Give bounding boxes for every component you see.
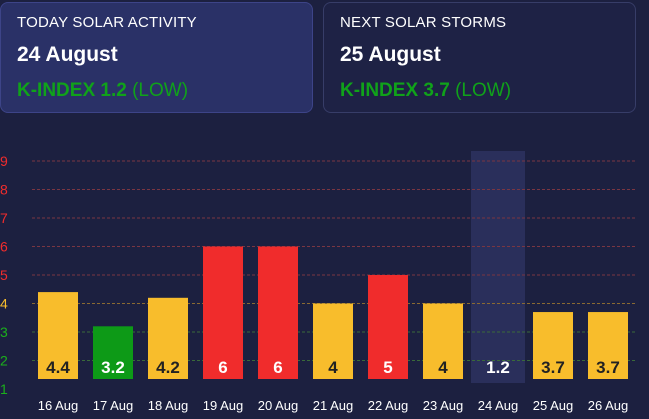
y-tick-label: 5 [0, 267, 8, 283]
today-heading: TODAY SOLAR ACTIVITY [17, 14, 197, 31]
x-tick-label: 19 Aug [203, 398, 244, 413]
x-tick-label: 26 Aug [588, 398, 629, 413]
x-tick-label: 20 Aug [258, 398, 299, 413]
next-storm-heading: NEXT SOLAR STORMS [340, 14, 507, 31]
next-storm-kindex-level: (LOW) [455, 80, 512, 101]
y-tick-label: 6 [0, 239, 8, 255]
highlight-column [471, 151, 525, 383]
bar [588, 312, 628, 379]
bar [148, 297, 188, 379]
today-card: TODAY SOLAR ACTIVITY 24 August K-INDEX 1… [0, 2, 313, 113]
bar-value-label: 4.4 [46, 358, 70, 377]
y-tick-label: 8 [0, 182, 8, 198]
bar-value-label: 4 [328, 358, 338, 377]
bar [313, 303, 353, 379]
x-tick-label: 21 Aug [313, 398, 354, 413]
bar-value-label: 3.7 [541, 358, 565, 377]
bar-value-label: 6 [218, 358, 227, 377]
next-storm-kindex-value: K-INDEX 3.7 [340, 80, 450, 101]
y-tick-label: 9 [0, 153, 8, 169]
today-kindex-value: K-INDEX 1.2 [17, 80, 127, 101]
next-storm-date: 25 August [340, 43, 441, 66]
bar-value-label: 3.7 [596, 358, 620, 377]
bar-value-label: 4.2 [156, 358, 180, 377]
bar-value-label: 1.2 [486, 358, 510, 377]
bar [533, 312, 573, 379]
bar-value-label: 5 [383, 358, 392, 377]
today-date: 24 August [17, 43, 118, 66]
x-tick-label: 17 Aug [93, 398, 134, 413]
bar-value-label: 3.2 [101, 358, 125, 377]
y-tick-label: 4 [0, 296, 8, 312]
bar [93, 326, 133, 379]
y-tick-label: 1 [0, 381, 8, 397]
x-tick-label: 22 Aug [368, 398, 409, 413]
kindex-bar-chart: 1 2 3 4 5 6 7 8 9 4.4 16 Aug 3.2 17 Aug 4.2 18 Aug 6 19 … [0, 151, 636, 413]
x-tick-label: 16 Aug [38, 398, 79, 413]
bar [423, 303, 463, 379]
x-tick-label: 24 Aug [478, 398, 519, 413]
next-storm-card: NEXT SOLAR STORMS 25 August K-INDEX 3.7 … [323, 2, 636, 113]
bar [203, 246, 243, 379]
today-kindex: K-INDEX 1.2 (LOW) [17, 80, 298, 102]
today-kindex-level: (LOW) [132, 80, 189, 101]
bar [38, 292, 78, 379]
x-tick-label: 23 Aug [423, 398, 464, 413]
bar-value-label: 6 [273, 358, 282, 377]
next-storm-kindex: K-INDEX 3.7 (LOW) [340, 80, 621, 102]
y-tick-label: 3 [0, 324, 8, 340]
x-tick-label: 18 Aug [148, 398, 189, 413]
bar [368, 275, 408, 379]
bar-value-label: 4 [438, 358, 448, 377]
y-tick-label: 2 [0, 353, 8, 369]
bar [258, 246, 298, 379]
y-tick-label: 7 [0, 210, 8, 226]
x-tick-label: 25 Aug [533, 398, 574, 413]
